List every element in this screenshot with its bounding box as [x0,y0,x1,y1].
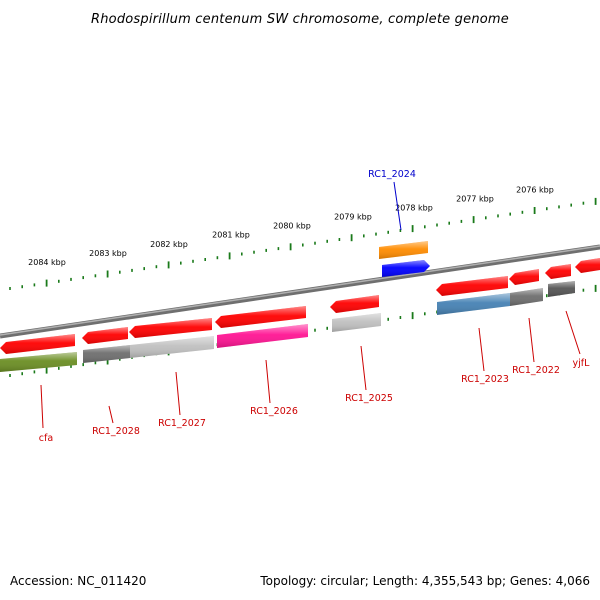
gene-label-rc1-2028[interactable]: RC1_2028 [92,426,140,437]
gene-label-rc1-2023[interactable]: RC1_2023 [461,374,509,385]
gene-label-yjfl[interactable]: yjfL [573,358,591,369]
gene-label-rc1-2022[interactable]: RC1_2022 [512,365,560,376]
gene-label-rc1-2024[interactable]: RC1_2024 [368,169,416,180]
gene-label-rc1-2026[interactable]: RC1_2026 [250,406,298,417]
gene-label-cfa[interactable]: cfa [39,433,53,444]
outer-scale-ticks [9,197,597,290]
map-title: Rhodospirillum centenum SW chromosome, c… [91,12,509,27]
gene-shading [0,241,600,372]
scale-label: 2077 kbp [456,194,494,203]
gene-labels: cfa RC1_2028 RC1_2027 RC1_2026 RC1_2025 … [39,169,590,444]
gene-label-rc1-2027[interactable]: RC1_2027 [158,418,206,429]
scale-label: 2083 kbp [89,249,127,258]
scale-label: 2079 kbp [334,213,372,222]
scale-labels: 2084 kbp 2083 kbp 2082 kbp 2081 kbp 2080 kbp… [28,185,554,267]
scale-label: 2080 kbp [273,222,311,231]
scale-label: 2078 kbp [395,203,433,212]
gene-label-rc1-2025[interactable]: RC1_2025 [345,393,393,404]
accession-text: Accession: NC_011420 [10,574,147,588]
chromosome-backbone [0,244,600,339]
scale-label: 2084 kbp [28,258,66,267]
scale-label: 2076 kbp [516,185,554,194]
label-leader-lines [40,181,581,429]
scale-label: 2082 kbp [150,240,188,249]
chromosome-backbone-highlight [0,245,600,336]
scale-label: 2081 kbp [212,231,250,240]
topology-text: Topology: circular; Length: 4,355,543 bp… [260,574,590,588]
